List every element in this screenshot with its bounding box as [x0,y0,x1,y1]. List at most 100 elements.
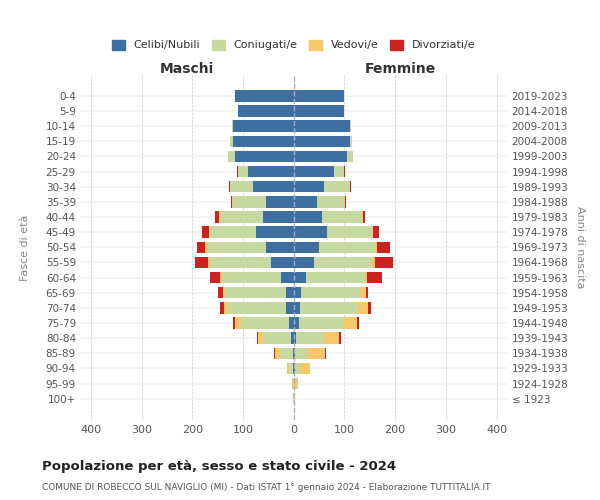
Bar [294,287,301,298]
Bar [229,181,230,192]
Bar [232,120,233,132]
Bar [202,226,209,238]
Bar [358,302,368,314]
Bar [294,318,299,328]
Bar [238,106,294,117]
Y-axis label: Anni di nascita: Anni di nascita [575,206,585,288]
Bar [293,378,294,390]
Bar [319,242,375,253]
Bar [294,196,317,207]
Bar [294,348,295,359]
Bar [258,332,263,344]
Bar [220,212,263,222]
Bar [294,302,300,314]
Bar [294,242,319,253]
Bar [253,181,294,192]
Bar [218,287,223,298]
Bar [294,363,295,374]
Bar [307,348,325,359]
Bar [235,90,294,102]
Bar [233,136,294,147]
Bar [266,242,294,253]
Bar [345,196,346,207]
Bar [266,196,294,207]
Bar [230,136,233,147]
Bar [275,348,280,359]
Bar [324,181,350,192]
Bar [293,348,294,359]
Bar [215,212,219,222]
Text: Popolazione per età, sesso e stato civile - 2024: Popolazione per età, sesso e stato civil… [42,460,396,473]
Bar [307,272,365,283]
Bar [233,120,294,132]
Bar [274,348,275,359]
Bar [334,166,344,177]
Bar [322,212,362,222]
Bar [294,120,350,132]
Bar [327,226,373,238]
Bar [238,166,248,177]
Bar [291,332,294,344]
Bar [350,136,352,147]
Bar [367,272,382,283]
Bar [289,363,293,374]
Bar [357,318,359,328]
Bar [197,242,205,253]
Legend: Celibi/Nubili, Coniugati/e, Vedovi/e, Divorziati/e: Celibi/Nubili, Coniugati/e, Vedovi/e, Di… [107,35,481,55]
Bar [324,332,340,344]
Bar [373,257,375,268]
Bar [257,332,258,344]
Bar [241,318,289,328]
Bar [228,151,235,162]
Bar [296,332,324,344]
Bar [289,318,294,328]
Bar [295,348,307,359]
Bar [294,166,334,177]
Bar [340,332,341,344]
Bar [208,257,210,268]
Bar [263,212,294,222]
Bar [271,257,294,268]
Bar [295,378,298,390]
Bar [256,226,294,238]
Bar [220,302,224,314]
Bar [294,136,350,147]
Bar [263,332,291,344]
Bar [366,287,368,298]
Y-axis label: Fasce di età: Fasce di età [20,214,29,280]
Bar [209,226,210,238]
Bar [314,257,373,268]
Bar [208,242,266,253]
Bar [368,302,371,314]
Bar [230,181,253,192]
Bar [210,272,220,283]
Bar [299,318,344,328]
Bar [224,302,228,314]
Bar [248,166,294,177]
Bar [294,181,324,192]
Text: Maschi: Maschi [160,62,214,76]
Bar [235,318,241,328]
Bar [205,242,208,253]
Bar [294,90,344,102]
Bar [233,196,266,207]
Bar [223,272,281,283]
Bar [286,302,294,314]
Bar [294,272,307,283]
Text: COMUNE DI ROBECCO SUL NAVIGLIO (MI) - Dati ISTAT 1° gennaio 2024 - Elaborazione : COMUNE DI ROBECCO SUL NAVIGLIO (MI) - Da… [42,482,491,492]
Bar [300,302,358,314]
Bar [235,151,294,162]
Bar [210,226,256,238]
Bar [195,257,208,268]
Bar [286,287,294,298]
Bar [210,257,271,268]
Text: Femmine: Femmine [365,62,436,76]
Bar [294,212,322,222]
Bar [294,151,347,162]
Bar [375,257,392,268]
Bar [363,212,365,222]
Bar [344,318,357,328]
Bar [317,196,344,207]
Bar [220,272,223,283]
Bar [347,151,353,162]
